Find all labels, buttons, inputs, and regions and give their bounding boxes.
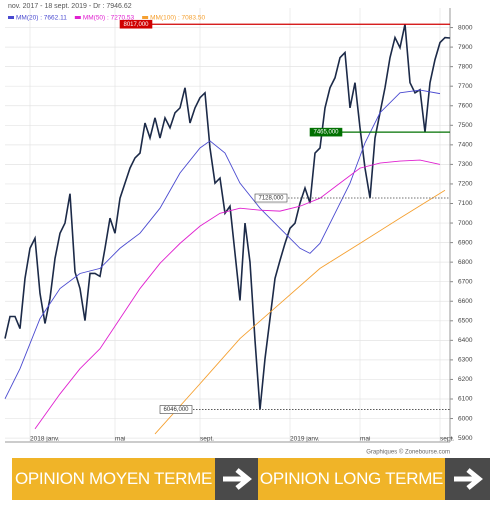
level-box <box>159 405 193 414</box>
y-tick-label: 6900 <box>458 239 473 246</box>
legend-label: MM(100) : 7083.50 <box>150 15 205 22</box>
y-tick-label: 7700 <box>458 83 473 90</box>
y-tick-label: 7600 <box>458 102 473 109</box>
y-tick-label: 7800 <box>458 63 473 70</box>
x-tick-label: mai <box>115 436 125 443</box>
series-line <box>154 189 446 435</box>
opinion-long[interactable]: OPINION LONG TERME <box>258 458 445 500</box>
y-tick-label: 6000 <box>458 415 473 422</box>
y-tick-label: 6500 <box>458 318 473 325</box>
y-tick-label: 7200 <box>458 181 473 188</box>
x-tick-label: 2019 janv. <box>290 436 320 443</box>
chart: nov. 2017 - 18 sept. 2019 - Dr : 7946.62… <box>4 3 473 456</box>
arrow-icon <box>453 468 483 490</box>
level-label: 6046,000 <box>163 407 189 413</box>
series-line <box>4 24 451 410</box>
y-tick-label: 6100 <box>458 396 473 403</box>
y-tick-label: 7400 <box>458 142 473 149</box>
level-box <box>254 193 288 203</box>
chart-header: nov. 2017 - 18 sept. 2019 - Dr : 7946.62 <box>8 3 132 10</box>
arrow-icon <box>222 468 252 490</box>
level-box <box>119 19 153 29</box>
x-tick-label: sept. <box>440 436 454 443</box>
y-tick-label: 6800 <box>458 259 473 266</box>
arrow <box>215 458 258 500</box>
series-line <box>34 159 441 430</box>
legend-label: MM(50) : 7270.53 <box>83 15 135 22</box>
y-tick-label: 6200 <box>458 376 473 383</box>
level-label: 7465,000 <box>313 130 339 136</box>
y-tick-label: 5900 <box>458 435 473 442</box>
y-tick-label: 7900 <box>458 44 473 51</box>
y-tick-label: 7000 <box>458 220 473 227</box>
y-tick-label: 8000 <box>458 24 473 31</box>
y-tick-label: 6700 <box>458 278 473 285</box>
y-tick-label: 6600 <box>458 298 473 305</box>
opinion-mid[interactable]: OPINION MOYEN TERME <box>12 458 215 500</box>
y-tick-label: 6400 <box>458 337 473 344</box>
y-tick-label: 7300 <box>458 161 473 168</box>
legend-swatch <box>74 16 81 19</box>
legend-swatch <box>142 16 149 19</box>
x-tick-label: 2018 janv. <box>30 436 60 443</box>
series-line <box>4 89 441 399</box>
legend-swatch <box>8 16 14 19</box>
arrow <box>445 458 490 500</box>
opinion-banner: OPINION MOYEN TERME OPINION LONG TERME <box>12 458 490 500</box>
level-label: 7128,000 <box>258 196 284 202</box>
x-tick-label: mai <box>360 436 370 443</box>
y-tick-label: 7100 <box>458 200 473 207</box>
footer: Graphiques © Zonebourse.com <box>366 449 450 456</box>
legend-label: MM(20) : 7662.11 <box>16 15 67 22</box>
x-tick-label: sept. <box>200 436 214 443</box>
level-box <box>309 127 343 137</box>
level-label: 8017,000 <box>123 22 149 28</box>
y-tick-label: 7500 <box>458 122 473 129</box>
y-tick-label: 6300 <box>458 357 473 364</box>
